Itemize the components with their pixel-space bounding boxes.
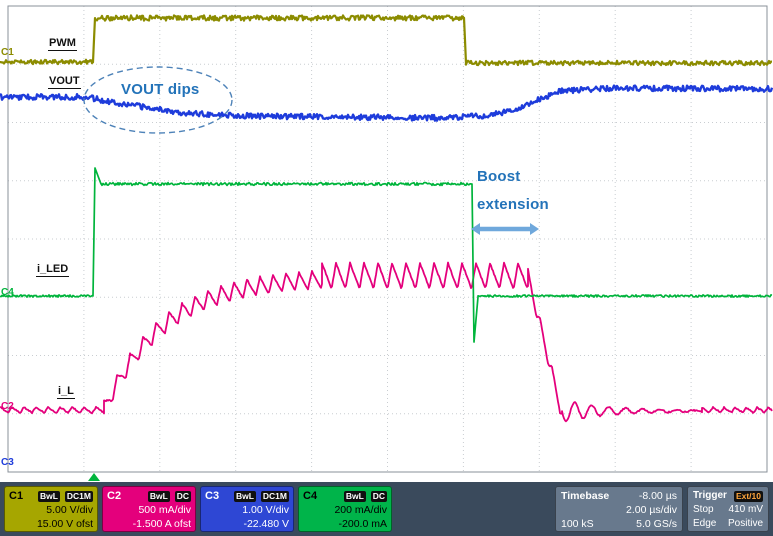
- trace-C3-VOUT: [0, 84, 773, 122]
- channel-marker-c3[interactable]: C3: [1, 457, 14, 468]
- trigger-descriptor[interactable]: Trigger Ext/10 Stop 410 mV Edge Positive: [687, 486, 769, 532]
- trace-C2-iL: [0, 261, 773, 423]
- channel-descriptor-c3[interactable]: C3 BwL DC1M 1.00 V/div -22.480 V: [200, 486, 294, 532]
- channel-id: C3: [205, 490, 220, 502]
- channel-offset: -1.500 A ofst: [132, 518, 191, 530]
- channel-descriptor-c4[interactable]: C4 BwL DC 200 mA/div -200.0 mA: [298, 486, 392, 532]
- channel-scale: 500 mA/div: [138, 504, 191, 516]
- bwl-badge: BwL: [234, 491, 256, 502]
- timebase-rate: 5.0 GS/s: [636, 518, 677, 530]
- coupling-badge: DC1M: [260, 491, 289, 502]
- trigger-slope: Positive: [727, 518, 763, 529]
- timebase-descriptor[interactable]: Timebase -8.00 µs 2.00 µs/div 100 kS 5.0…: [555, 486, 683, 532]
- trigger-type: Edge: [693, 518, 717, 529]
- channel-offset: -22.480 V: [243, 518, 289, 530]
- channel-marker-c4[interactable]: C4: [1, 287, 14, 298]
- timebase-offset: -8.00 µs: [638, 490, 677, 502]
- timebase-title: Timebase: [561, 490, 610, 502]
- channel-offset: -200.0 mA: [338, 518, 387, 530]
- bwl-badge: BwL: [147, 491, 170, 502]
- coupling-badge: DC: [174, 491, 191, 502]
- trace-label-vout: VOUT: [48, 75, 81, 89]
- trace-label-il: i_L: [57, 385, 75, 399]
- arrow-right-head-icon: [530, 223, 539, 235]
- graticule-border: [7, 5, 768, 473]
- trigger-position-marker[interactable]: [88, 473, 100, 481]
- trace-label-iled: i_LED: [36, 263, 70, 277]
- channel-scale: 200 mA/div: [334, 504, 387, 516]
- trigger-level: 410 mV: [728, 504, 763, 515]
- arrow-left-head-icon: [471, 223, 480, 235]
- trace-C4-iLED: [0, 167, 773, 343]
- status-bar: C1 BwL DC1M 5.00 V/div 15.00 V ofst C2 B…: [0, 482, 773, 536]
- channel-id: C1: [9, 490, 24, 502]
- channel-id: C4: [303, 490, 318, 502]
- waveform-display: PWM VOUT i_LED i_L C1 C4 C2 C3 VOUT dips…: [0, 0, 773, 482]
- channel-marker-c1[interactable]: C1: [1, 47, 14, 58]
- bwl-badge: BwL: [343, 491, 366, 502]
- coupling-badge: DC1M: [64, 491, 93, 502]
- trace-C1-PWM: [0, 14, 773, 67]
- channel-scale: 5.00 V/div: [46, 504, 93, 516]
- channel-marker-c2[interactable]: C2: [1, 401, 14, 412]
- channel-id: C2: [107, 490, 122, 502]
- trigger-mode: Stop: [693, 504, 714, 515]
- boost-extension-line1: Boost: [477, 168, 521, 185]
- trigger-source-badge: Ext/10: [733, 490, 763, 502]
- channel-descriptor-c1[interactable]: C1 BwL DC1M 5.00 V/div 15.00 V ofst: [4, 486, 98, 532]
- vout-dips-ellipse: [83, 66, 233, 134]
- trigger-title: Trigger: [693, 490, 727, 501]
- timebase-per-div: 2.00 µs/div: [626, 504, 677, 516]
- timebase-samples: 100 kS: [561, 518, 594, 530]
- trace-label-pwm: PWM: [48, 37, 77, 51]
- boost-extension-line2: extension: [477, 196, 549, 213]
- bwl-badge: BwL: [38, 491, 60, 502]
- statusbar-spacer: [396, 486, 551, 532]
- channel-offset: 15.00 V ofst: [36, 518, 93, 530]
- waveform-canvas[interactable]: [0, 0, 773, 482]
- vout-dips-annotation: VOUT dips: [121, 81, 200, 98]
- coupling-badge: DC: [370, 491, 387, 502]
- channel-scale: 1.00 V/div: [242, 504, 289, 516]
- channel-descriptor-c2[interactable]: C2 BwL DC 500 mA/div -1.500 A ofst: [102, 486, 196, 532]
- boost-extension-annotation: Boost extension: [477, 168, 549, 224]
